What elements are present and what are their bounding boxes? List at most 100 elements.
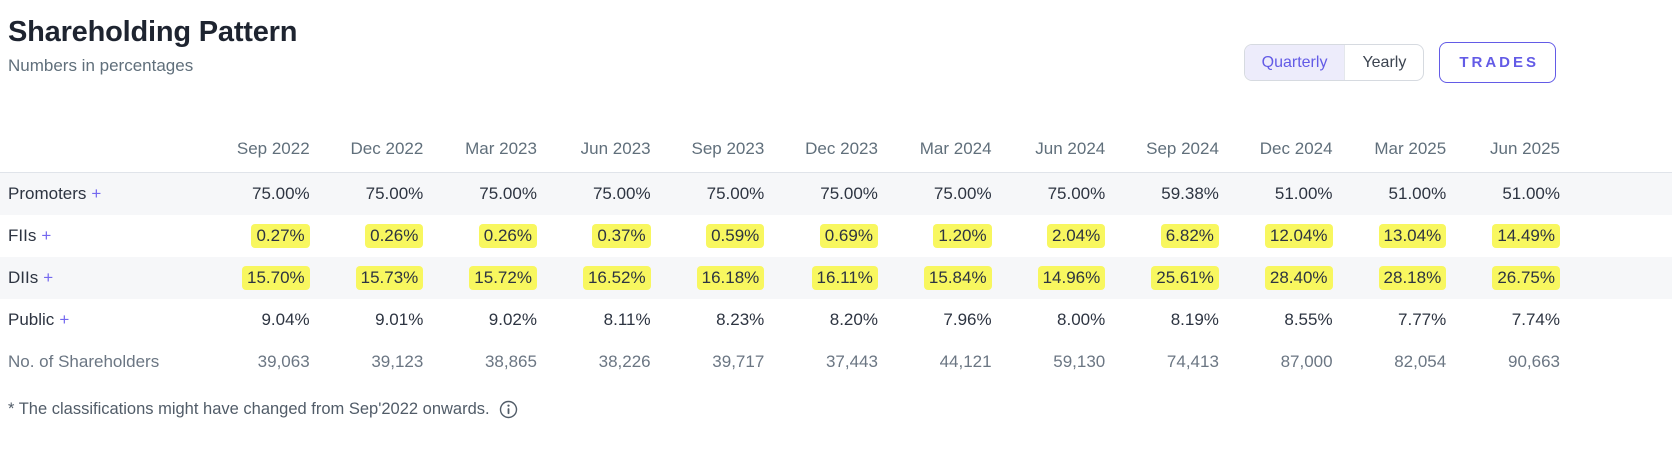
row-label-promoters[interactable]: Promoters + [8,183,102,203]
shareholders-value-cell: 87,000 [1280,351,1333,371]
fiis-value-cell: 12.04% [1219,215,1333,257]
info-icon[interactable] [499,400,518,419]
diis-value-cell: 14.96% [992,257,1106,299]
row-label-diis[interactable]: DIIs + [8,267,54,287]
fiis-value-cell: 0.37% [537,215,651,257]
highlighted-value: 15.73% [355,265,424,290]
diis-value-cell: 16.11% [764,257,878,299]
shareholders-value-cell: 44,121 [939,351,992,371]
promoters-value-cell: 51.00% [1502,183,1560,203]
public-value-cell: 7.74% [1511,309,1560,329]
highlighted-value: 0.59% [706,223,765,248]
public-value-cell: 7.96% [943,309,992,329]
highlighted-value: 12.04% [1264,223,1333,248]
column-header: Dec 2024 [1218,133,1333,173]
column-header: Mar 2025 [1332,133,1447,173]
highlighted-value: 26.75% [1492,265,1560,290]
section-header: Shareholding Pattern Numbers in percenta… [0,12,1672,83]
public-value-cell: 8.55% [1284,309,1333,329]
spacer-cell [1560,299,1672,341]
shareholders-value-cell: 39,063 [257,351,310,371]
public-value-cell: 8.20% [829,309,878,329]
spacer-cell [1560,173,1672,215]
promoters-value-cell: 75.00% [365,183,424,203]
fiis-value-cell: 6.82% [1105,215,1219,257]
shareholders-value-cell: 59,130 [1053,351,1106,371]
fiis-value-cell: 0.26% [423,215,537,257]
shareholding-table-body: Promoters + 75.00% 75.00% 75.00% 75.00% 75.00%… [0,172,1672,383]
shareholders-value-cell: 90,663 [1508,351,1560,371]
row-label-fiis[interactable]: FIIs + [8,225,52,245]
spacer-header-cell [1560,133,1672,173]
promoters-value-cell: 75.00% [251,183,310,203]
toggle-quarterly[interactable]: Quarterly [1244,45,1345,80]
diis-value-cell: 15.73% [310,257,424,299]
promoters-value-cell: 59.38% [1161,183,1219,203]
highlighted-value: 15.72% [469,265,537,290]
shareholders-value-cell: 38,226 [598,351,651,371]
highlighted-value: 0.26% [365,223,424,248]
shareholders-value-cell: 38,865 [484,351,537,371]
shareholders-value-cell: 39,123 [371,351,424,371]
highlighted-value: 0.27% [251,223,310,248]
table-row-public: Public + 9.04% 9.01% 9.02% 8.11% 8.23% 8.20% 7.9… [0,299,1672,341]
shareholders-value-cell: 82,054 [1394,351,1447,371]
diis-value-cell: 26.75% [1446,257,1560,299]
promoters-value-cell: 75.00% [592,183,651,203]
public-value-cell: 9.01% [375,309,424,329]
footnote-text: * The classifications might have changed… [8,399,490,418]
highlighted-value: 16.11% [811,265,878,290]
spacer-cell [1560,257,1672,299]
shareholders-value-cell: 37,443 [825,351,878,371]
column-header: Sep 2023 [650,133,765,173]
diis-value-cell: 28.18% [1333,257,1447,299]
highlighted-value: 1.20% [933,223,992,248]
fiis-value-cell: 0.59% [651,215,765,257]
promoters-value-cell: 75.00% [1047,183,1106,203]
public-value-cell: 9.04% [261,309,310,329]
diis-value-cell: 25.61% [1105,257,1219,299]
expand-plus-icon[interactable]: + [59,309,70,329]
highlighted-value: 6.82% [1160,223,1219,248]
highlighted-value: 28.40% [1264,265,1333,290]
diis-value-cell: 15.84% [878,257,992,299]
public-value-cell: 8.23% [716,309,765,329]
row-label-public[interactable]: Public + [8,309,70,329]
diis-value-cell: 16.18% [651,257,765,299]
column-header: Sep 2022 [196,133,310,173]
expand-plus-icon[interactable]: + [91,183,102,203]
header-controls: Quarterly Yearly TRADES [1243,42,1556,83]
promoters-value-cell: 51.00% [1274,183,1333,203]
expand-plus-icon[interactable]: + [43,267,54,287]
table-row-promoters: Promoters + 75.00% 75.00% 75.00% 75.00% 75.00%… [0,172,1672,215]
fiis-value-cell: 0.27% [196,215,310,257]
shareholding-table: Sep 2022 Dec 2022 Mar 2023 Jun 2023 Sep 2023… [0,133,1672,383]
highlighted-value: 15.84% [923,265,992,290]
highlighted-value: 25.61% [1151,265,1219,290]
public-value-cell: 8.00% [1057,309,1106,329]
column-header: Dec 2023 [764,133,878,173]
table-row-fiis: FIIs + 0.27% 0.26% 0.26% 0.37% 0.59% 0.69% 1.20%… [0,215,1672,257]
promoters-value-cell: 75.00% [479,183,537,203]
public-value-cell: 8.11% [603,309,651,329]
spacer-cell [1560,341,1672,383]
highlighted-value: 13.04% [1378,223,1447,248]
expand-plus-icon[interactable]: + [41,225,52,245]
corner-header-cell [0,133,196,173]
promoters-value-cell: 51.00% [1388,183,1447,203]
page-title: Shareholding Pattern [8,16,298,48]
column-header: Dec 2022 [309,133,424,173]
promoters-value-cell: 75.00% [820,183,878,203]
diis-value-cell: 28.40% [1219,257,1333,299]
fiis-value-cell: 13.04% [1333,215,1447,257]
highlighted-value: 15.70% [241,265,310,290]
diis-value-cell: 15.72% [423,257,537,299]
trades-button[interactable]: TRADES [1439,42,1556,83]
column-header: Sep 2024 [1105,133,1219,173]
toggle-yearly[interactable]: Yearly [1344,45,1423,80]
footnote: * The classifications might have changed… [0,400,1672,419]
public-value-cell: 8.19% [1170,309,1219,329]
shareholders-value-cell: 74,413 [1166,351,1219,371]
fiis-value-cell: 1.20% [878,215,992,257]
